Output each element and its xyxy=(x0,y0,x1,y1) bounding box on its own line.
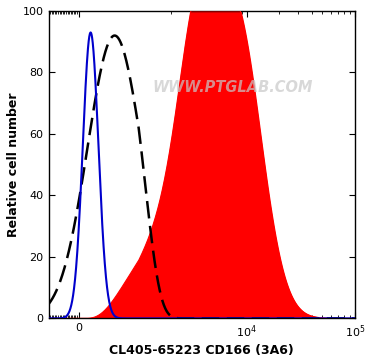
Text: WWW.PTGLAB.COM: WWW.PTGLAB.COM xyxy=(152,80,312,95)
X-axis label: CL405-65223 CD166 (3A6): CL405-65223 CD166 (3A6) xyxy=(109,344,294,357)
Y-axis label: Relative cell number: Relative cell number xyxy=(7,92,20,237)
